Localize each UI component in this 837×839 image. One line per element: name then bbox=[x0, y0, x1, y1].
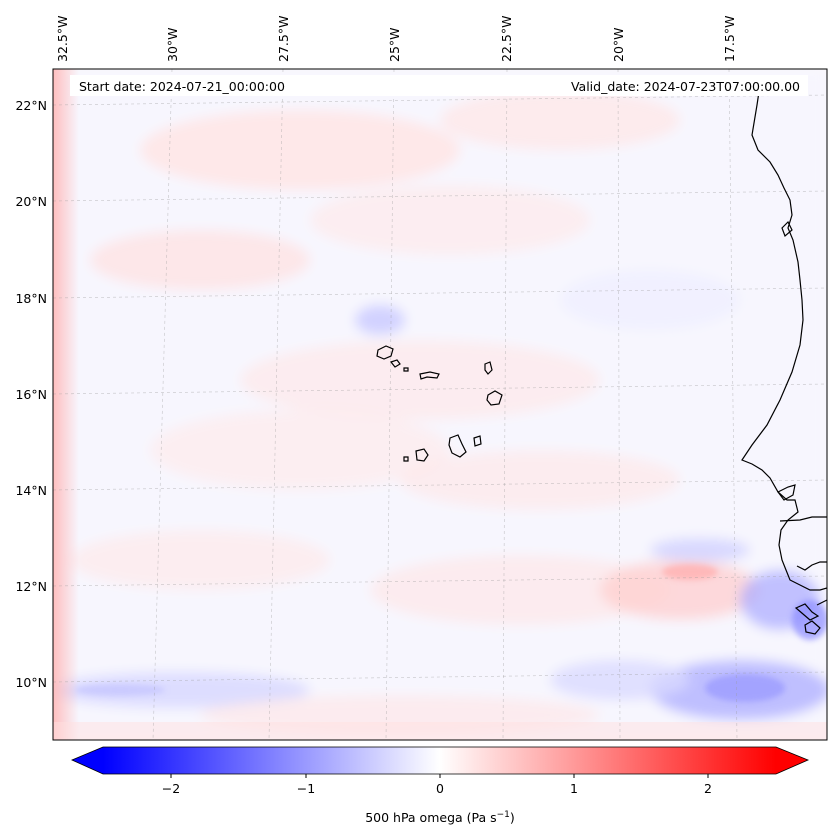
valid-date-label: Valid_date: 2024-07-23T07:00:00.00 bbox=[571, 79, 800, 94]
lat-label: 12°N bbox=[15, 579, 47, 594]
lon-label: 20°W bbox=[611, 27, 626, 62]
coastlines bbox=[741, 84, 827, 635]
island-santiago bbox=[448, 434, 467, 458]
colorbar: −2 −1 0 1 2 500 hPa omega (Pa s−1) bbox=[70, 746, 810, 825]
header-banner bbox=[70, 75, 808, 96]
africa-coastline bbox=[741, 84, 827, 591]
start-date-label: Start date: 2024-07-21_00:00:00 bbox=[79, 79, 285, 94]
island-sal bbox=[484, 361, 493, 375]
lat-label: 22°N bbox=[15, 98, 47, 113]
map-panel: Start date: 2024-07-21_00:00:00 Valid_da… bbox=[52, 68, 828, 741]
colorbar-label-end: ) bbox=[510, 810, 515, 825]
lat-label: 10°N bbox=[15, 675, 47, 690]
lon-label: 27.5°W bbox=[276, 16, 291, 62]
island-sao-vicente bbox=[389, 359, 401, 368]
lat-label: 20°N bbox=[15, 194, 47, 209]
island-santo-antao bbox=[376, 345, 394, 360]
lon-label: 22.5°W bbox=[499, 16, 514, 62]
longitude-labels: 32.5°W 30°W 27.5°W 25°W 22.5°W 20°W 17.5… bbox=[55, 16, 737, 62]
colorbar-tick-label: 0 bbox=[436, 781, 444, 796]
island-sao-nicolau bbox=[419, 371, 440, 380]
cape-verde-islands bbox=[376, 345, 503, 462]
colorbar-label: 500 hPa omega (Pa s−1) bbox=[365, 810, 515, 825]
lat-label: 14°N bbox=[15, 483, 47, 498]
colorbar-max-arrow bbox=[776, 747, 808, 774]
island-fogo bbox=[415, 448, 429, 462]
lon-label: 30°W bbox=[165, 27, 180, 62]
lon-label: 17.5°W bbox=[722, 16, 737, 62]
colorbar-gradient bbox=[103, 747, 776, 774]
colorbar-min-arrow bbox=[72, 747, 103, 774]
omega-field bbox=[53, 69, 827, 740]
colorbar-ticks: −2 −1 0 1 2 bbox=[162, 774, 712, 796]
gridlines bbox=[52, 68, 828, 741]
lat-label: 16°N bbox=[15, 387, 47, 402]
map-frame bbox=[52, 68, 828, 741]
colorbar-label-sup: −1 bbox=[497, 810, 510, 820]
island-boa-vista bbox=[486, 390, 503, 406]
lon-label: 32.5°W bbox=[55, 16, 70, 62]
colorbar-tick-label: −2 bbox=[162, 781, 180, 796]
island-brava bbox=[403, 456, 409, 462]
lon-label: 25°W bbox=[387, 27, 402, 62]
colorbar-label-main: 500 hPa omega (Pa s bbox=[365, 810, 496, 825]
lat-label: 18°N bbox=[15, 291, 47, 306]
colorbar-tick-label: 2 bbox=[704, 781, 712, 796]
colorbar-tick-label: 1 bbox=[570, 781, 578, 796]
island-maio bbox=[473, 435, 482, 447]
latitude-labels: 22°N 20°N 18°N 16°N 14°N 12°N 10°N bbox=[15, 98, 47, 690]
island-santa-luzia bbox=[403, 367, 409, 372]
colorbar-tick-label: −1 bbox=[297, 781, 315, 796]
